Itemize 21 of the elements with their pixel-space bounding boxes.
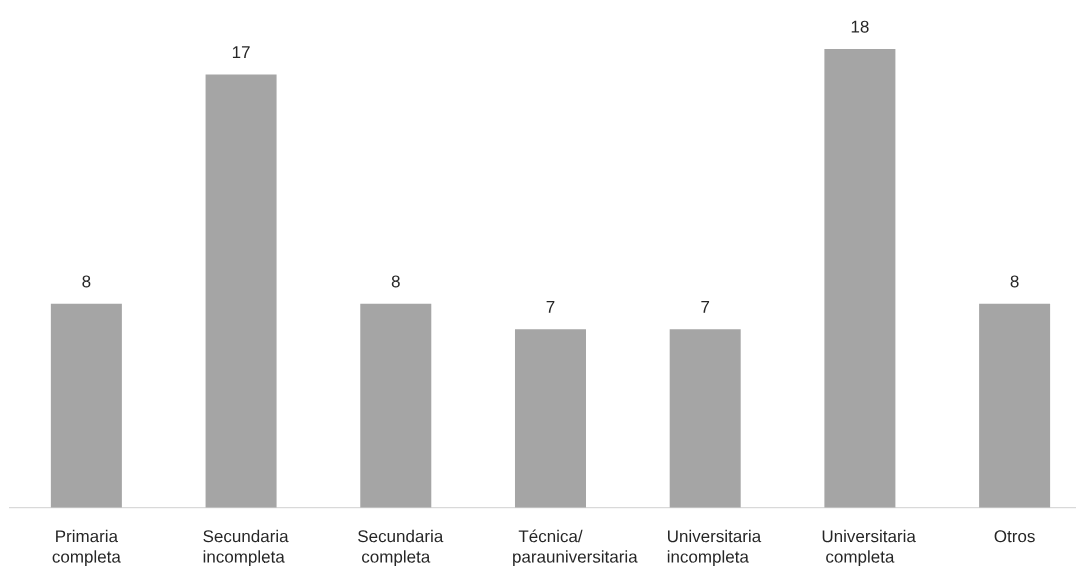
x-tick-label: Secundaria completa bbox=[358, 529, 444, 567]
x-tick-label: Otros bbox=[994, 530, 1035, 543]
bar bbox=[824, 49, 896, 508]
data-label: 17 bbox=[232, 46, 250, 59]
bar bbox=[979, 303, 1051, 508]
x-tick-label: Secundaria incompleta bbox=[203, 529, 289, 567]
bar bbox=[360, 303, 432, 508]
bar bbox=[514, 329, 586, 508]
x-tick-label: Universitaria completa bbox=[822, 529, 916, 567]
x-tick-label: Universitaria incompleta bbox=[667, 529, 762, 567]
x-tick-label: Técnica/ parauniversitaria bbox=[513, 529, 638, 567]
data-label: 18 bbox=[851, 20, 869, 33]
data-label: 7 bbox=[701, 301, 710, 313]
data-label: 7 bbox=[546, 301, 555, 313]
data-label: 8 bbox=[1010, 275, 1019, 288]
data-label: 8 bbox=[391, 275, 400, 288]
bar bbox=[205, 74, 277, 508]
bar bbox=[50, 303, 122, 508]
data-label: 8 bbox=[82, 275, 91, 288]
x-tick-label: Primaria completa bbox=[52, 529, 121, 567]
bar bbox=[669, 329, 741, 508]
